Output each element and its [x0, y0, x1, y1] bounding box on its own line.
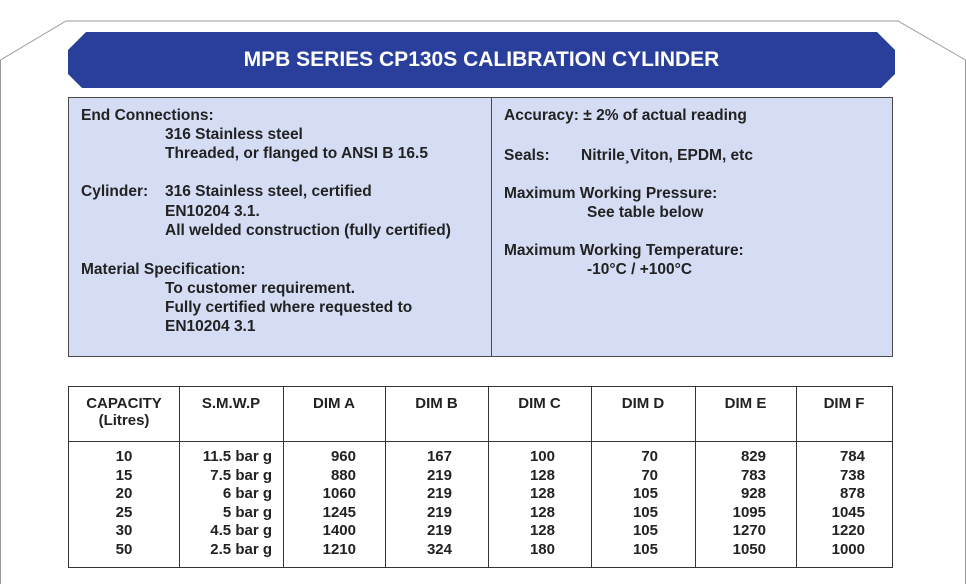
- header-dim-a: DIM A: [313, 395, 355, 412]
- table-cell: 878: [839, 485, 865, 503]
- table-cell: 1060: [322, 485, 356, 503]
- spec-left-column: End Connections: 316 Stainless steel Thr…: [69, 98, 492, 356]
- table-cell: 70: [641, 466, 658, 484]
- table-cell: 928: [740, 485, 766, 503]
- temperature-value: -10°C / +100°C: [587, 261, 693, 278]
- dimensions-table: CAPACITY (Litres) S.M.W.P DIM A DIM B DI…: [68, 386, 893, 568]
- table-cell: 30: [115, 522, 133, 540]
- table-cell: 180: [529, 540, 555, 558]
- header-capacity-line-2: (Litres): [98, 412, 150, 429]
- header-dim-c: DIM C: [518, 395, 561, 412]
- table-cell: 105: [632, 485, 658, 503]
- material-spec-label: Material Specification:: [81, 261, 246, 278]
- cylinder-label: Cylinder:: [81, 183, 149, 200]
- table-cell: 2.5 bar g: [210, 540, 272, 558]
- table-cell: 10: [115, 448, 133, 465]
- table-cell: 1210: [322, 540, 356, 558]
- header-capacity: CAPACITY (Litres): [69, 395, 179, 429]
- table-cell: 128: [529, 503, 555, 521]
- column-divider: [283, 387, 284, 567]
- temperature-label: Maximum Working Temperature:: [504, 242, 744, 259]
- dim-e-column: 829 783 928 1095 1270 1050: [695, 448, 766, 560]
- table-cell: 219: [426, 466, 452, 484]
- table-cell: 5 bar g: [222, 503, 272, 521]
- cylinder-material: 316 Stainless steel, certified: [165, 183, 372, 200]
- table-cell: 1270: [732, 522, 766, 540]
- dim-d-column: 70 70 105 105 105 105: [591, 448, 658, 560]
- column-divider: [591, 387, 592, 567]
- table-cell: 70: [641, 448, 658, 465]
- table-cell: 1245: [322, 503, 356, 521]
- dim-b-column: 167 219 219 219 219 324: [385, 448, 452, 560]
- accuracy-text: Accuracy: ± 2% of actual reading: [504, 107, 747, 124]
- table-cell: 25: [115, 503, 133, 521]
- table-cell: 219: [426, 503, 452, 521]
- material-spec-line-3: EN10204 3.1: [165, 318, 256, 335]
- table-cell: 219: [426, 485, 452, 503]
- table-cell: 11.5 bar g: [202, 448, 272, 465]
- material-spec-line-1: To customer requirement.: [165, 280, 356, 297]
- table-cell: 960: [330, 448, 356, 465]
- page-title: MPB SERIES CP130S CALIBRATION CYLINDER: [243, 48, 720, 71]
- table-cell: 784: [839, 448, 865, 465]
- table-cell: 1220: [831, 522, 865, 540]
- title-banner-shape: [68, 32, 895, 88]
- header-dim-f: DIM F: [823, 395, 865, 412]
- header-dim-d: DIM D: [621, 395, 665, 412]
- cylinder-construction: All welded construction (fully certified…: [165, 222, 451, 239]
- seals-value: Nitrile¸Viton, EPDM, etc: [581, 147, 753, 164]
- dim-a-column: 960 880 1060 1245 1400 1210: [283, 448, 356, 560]
- column-divider: [385, 387, 386, 567]
- table-cell: 1045: [831, 503, 865, 521]
- header-divider: [69, 441, 892, 442]
- table-cell: 738: [839, 466, 865, 484]
- header-capacity-line-1: CAPACITY: [86, 395, 162, 412]
- specification-panel: End Connections: 316 Stainless steel Thr…: [68, 97, 893, 357]
- dim-f-column: 784 738 878 1045 1220 1000: [796, 448, 865, 560]
- table-cell: 128: [529, 522, 555, 540]
- header-smwp: S.M.W.P: [201, 395, 261, 412]
- table-cell: 15: [115, 466, 133, 484]
- table-cell: 100: [529, 448, 555, 465]
- table-cell: 880: [330, 466, 356, 484]
- table-cell: 4.5 bar g: [210, 522, 272, 540]
- table-cell: 829: [740, 448, 766, 465]
- table-cell: 6 bar g: [222, 485, 272, 503]
- header-dim-e: DIM E: [724, 395, 767, 412]
- dim-c-column: 100 128 128 128 128 180: [488, 448, 555, 560]
- table-cell: 128: [529, 485, 555, 503]
- table-cell: 105: [632, 522, 658, 540]
- material-spec-line-2: Fully certified where requested to: [165, 299, 413, 316]
- table-cell: 1050: [732, 540, 766, 558]
- table-cell: 128: [529, 466, 555, 484]
- table-cell: 1000: [831, 540, 865, 558]
- table-cell: 219: [426, 522, 452, 540]
- pressure-label: Maximum Working Pressure:: [504, 185, 718, 202]
- column-divider: [796, 387, 797, 567]
- table-cell: 167: [426, 448, 452, 465]
- table-cell: 1400: [322, 522, 356, 540]
- header-dim-b: DIM B: [415, 395, 458, 412]
- end-connections-material: 316 Stainless steel: [165, 126, 303, 143]
- table-cell: 50: [115, 540, 133, 558]
- cylinder-standard: EN10204 3.1.: [165, 203, 260, 220]
- table-cell: 324: [426, 540, 452, 558]
- pressure-value: See table below: [587, 204, 704, 221]
- spec-right-column: Accuracy: ± 2% of actual reading Seals: …: [492, 98, 892, 356]
- column-divider: [488, 387, 489, 567]
- column-divider: [695, 387, 696, 567]
- column-divider: [179, 387, 180, 567]
- end-connections-label: End Connections:: [81, 107, 214, 124]
- table-cell: 105: [632, 540, 658, 558]
- seals-label: Seals:: [504, 147, 550, 164]
- capacity-column: 10 15 20 25 30 50: [69, 448, 179, 560]
- table-cell: 105: [632, 503, 658, 521]
- table-cell: 7.5 bar g: [210, 466, 272, 484]
- end-connections-type: Threaded, or flanged to ANSI B 16.5: [165, 145, 428, 162]
- table-cell: 783: [740, 466, 766, 484]
- table-cell: 20: [115, 485, 133, 503]
- table-cell: 1095: [732, 503, 766, 521]
